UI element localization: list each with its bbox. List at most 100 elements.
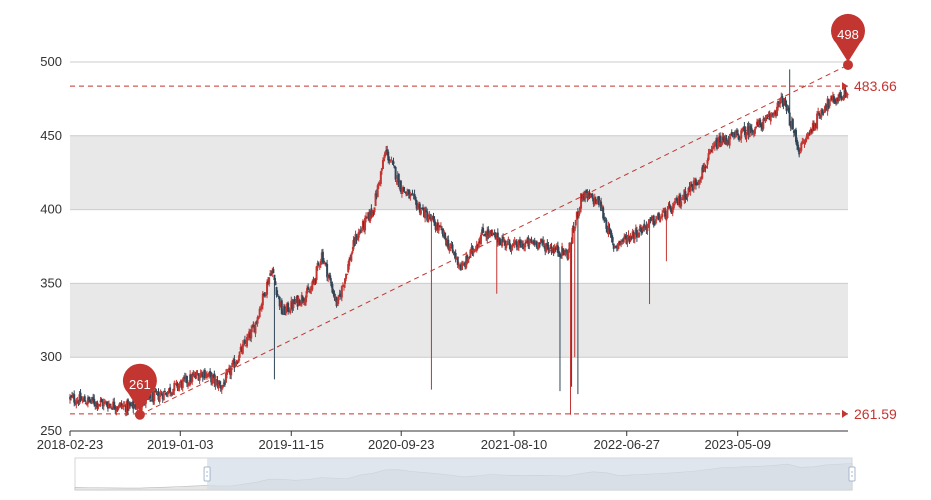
candle-body [699, 179, 702, 182]
candle-body [781, 96, 784, 104]
candle-body [341, 285, 344, 287]
candle-body [827, 99, 830, 108]
candle-body [116, 407, 119, 409]
candle-body [401, 187, 404, 192]
candle-body [354, 234, 357, 245]
candle-body [270, 273, 273, 276]
candle-body [152, 391, 155, 403]
candle-body [301, 296, 304, 301]
candlestick-series[interactable] [69, 69, 849, 417]
candle-body [226, 371, 229, 375]
candle-body [77, 401, 80, 404]
candle-body [450, 244, 453, 246]
candle-body [499, 243, 502, 245]
candle-body [236, 362, 239, 364]
candle-body [393, 165, 396, 169]
candle-body [658, 213, 661, 221]
candle-body [681, 199, 684, 201]
candle-body [620, 242, 623, 244]
candle-body [320, 252, 323, 262]
candle-body [663, 208, 666, 214]
candle-body [612, 243, 615, 249]
data-zoom-slider[interactable] [74, 457, 856, 491]
candle-body [491, 232, 494, 234]
candle-body [352, 240, 355, 250]
candle-body [172, 389, 175, 395]
datazoom-window[interactable] [207, 458, 853, 490]
markpoint-high[interactable]: 498 [831, 13, 865, 70]
candle-body [782, 102, 785, 106]
candle-body [813, 123, 816, 131]
candle-body [825, 105, 828, 111]
candle-body [562, 248, 565, 253]
candle-body [799, 152, 802, 154]
candle-body [493, 232, 496, 234]
candle-body [682, 198, 685, 201]
markline-label-min: 261.59 [854, 406, 897, 422]
candle-body [828, 100, 831, 106]
candle-body [383, 158, 386, 162]
x-tick-label: 2019-01-03 [147, 437, 214, 452]
candle-body [241, 344, 244, 354]
candle-body [456, 257, 459, 265]
candle-body [627, 234, 630, 237]
markpoint-label: 498 [837, 27, 859, 42]
candle-body [490, 230, 493, 235]
candle-body [703, 166, 706, 171]
candle-body [228, 367, 231, 371]
candle-body [358, 230, 361, 234]
candle-body [349, 257, 352, 260]
x-tick-label: 2022-06-27 [593, 437, 660, 452]
candle-body [690, 183, 693, 187]
candle-body [123, 405, 126, 407]
candle-body [564, 250, 567, 256]
candle-body [317, 263, 320, 265]
candle-body [86, 397, 89, 404]
candle-body [693, 180, 696, 182]
candle-body [314, 278, 317, 281]
markpoint-pin [831, 13, 865, 62]
split-area-band [70, 357, 848, 431]
candle-body [425, 210, 428, 213]
candle-body [514, 240, 517, 244]
candle-body [458, 265, 461, 267]
candle-body [278, 296, 281, 307]
candle-body [249, 333, 252, 339]
datazoom-handle-end[interactable] [848, 466, 856, 482]
candle-body [194, 376, 197, 378]
candle-body [387, 151, 390, 161]
candle-body [428, 214, 431, 218]
candle-body [175, 381, 178, 383]
candle-body [806, 134, 809, 137]
candle-body [157, 392, 160, 400]
candle-body [477, 241, 480, 247]
candle-body [832, 96, 835, 102]
candle-body [705, 165, 708, 167]
candle-body [198, 375, 201, 381]
candle-body [462, 263, 465, 266]
datazoom-handle-start[interactable] [203, 466, 211, 482]
candle-body [611, 237, 614, 243]
candle-body [600, 201, 603, 211]
markpoint-low[interactable]: 261 [122, 363, 157, 420]
candle-body [219, 384, 222, 389]
y-tick-label: 500 [40, 54, 62, 69]
candle-body [373, 207, 376, 213]
candle-body [785, 104, 788, 111]
candle-body [353, 239, 356, 245]
candle-body [322, 260, 325, 262]
candle-body [740, 130, 743, 139]
candle-body [302, 299, 305, 302]
mark-points[interactable]: 261 498 [122, 13, 865, 420]
candle-body [199, 373, 202, 378]
candle-body [400, 191, 403, 194]
candle-body [395, 180, 398, 182]
candle-body [489, 230, 492, 234]
candle-body [753, 128, 756, 134]
candle-body [239, 346, 242, 351]
candle-body [715, 138, 718, 149]
candle-body [298, 300, 301, 306]
candle-body [581, 194, 584, 199]
candle-body [201, 373, 204, 378]
candle-body [212, 375, 215, 377]
